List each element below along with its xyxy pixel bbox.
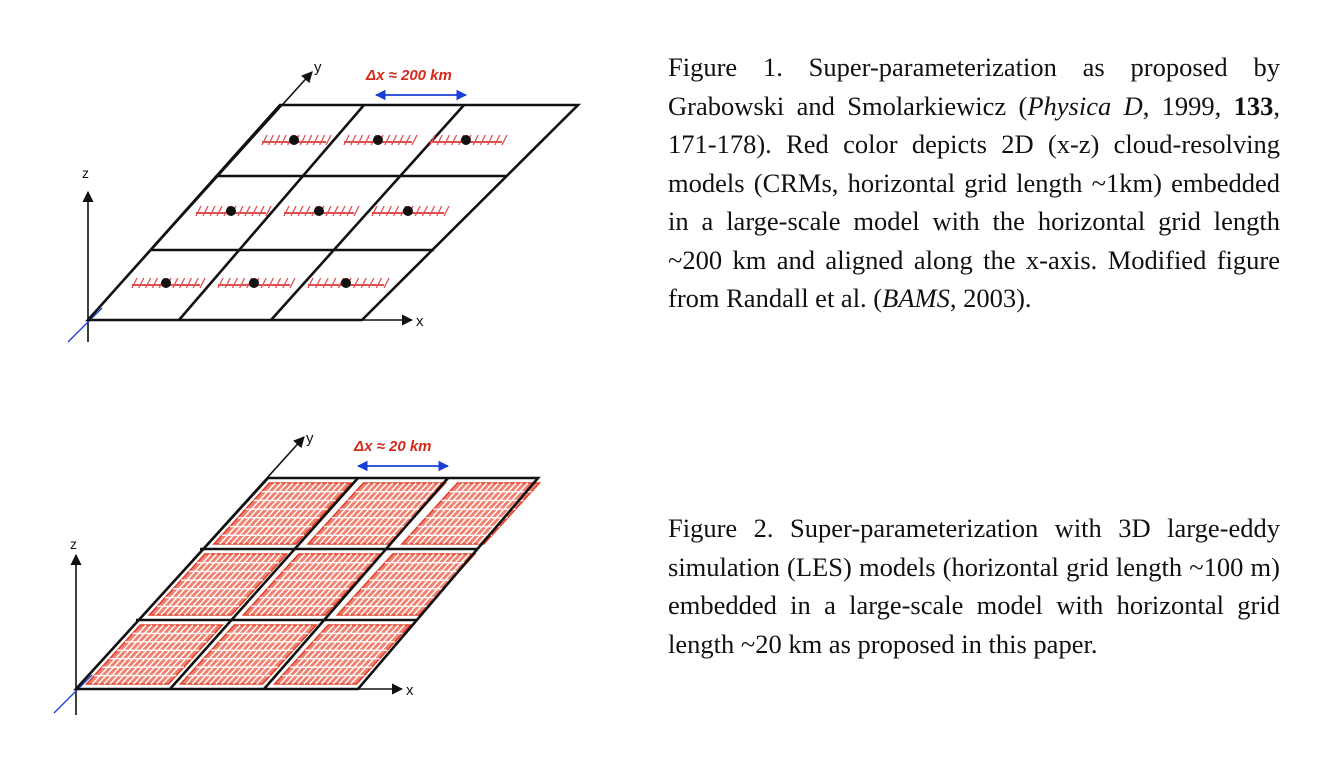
crm-model-2-0 (261, 134, 332, 146)
figure1-diagram: z x y Δx ≈ 200 km (67, 59, 582, 343)
grid-point (461, 135, 471, 145)
grid-point (403, 206, 413, 216)
les-grids (84, 482, 542, 685)
grid-point (249, 278, 259, 288)
les-model-1-2 (335, 553, 477, 616)
caption1-text-b: , 1999, (1142, 90, 1234, 121)
dx-label: Δx ≈ 20 km (353, 438, 432, 455)
grid-point (314, 206, 324, 216)
y-axis-label: y (314, 59, 322, 76)
x-axis-label: x (416, 313, 424, 330)
les-model-2-0 (212, 482, 354, 545)
les-model-0-0 (84, 624, 224, 685)
crm-model-2-1 (343, 134, 418, 146)
z-axis-label: z (70, 536, 77, 552)
crm-model-0-1 (217, 277, 296, 289)
les-model-0-1 (178, 624, 318, 685)
les-model-2-2 (400, 482, 542, 545)
caption1-text-c: , 171-178). Red color depicts 2D (x-z) c… (668, 90, 1281, 314)
grid-point (341, 278, 351, 288)
figure2-diagram: z x y Δx ≈ 20 km (53, 430, 542, 715)
y-axis-label: y (306, 430, 314, 447)
crm-model-0-2 (307, 277, 390, 289)
les-model-1-0 (147, 553, 289, 616)
crm-model-1-0 (195, 205, 272, 217)
grid-point (373, 135, 383, 145)
les-model-0-2 (272, 624, 412, 685)
crm-model-1-2 (371, 205, 450, 217)
x-axis-label: x (406, 682, 414, 699)
caption1-text-a: Figure 1. Super-parameterization as prop… (668, 52, 1280, 121)
figure1-caption: Figure 1. Super-parameterization as prop… (668, 48, 1280, 318)
crm-model-1-1 (283, 205, 360, 217)
origin-tick (53, 674, 93, 714)
origin-tick (67, 307, 103, 343)
large-scale-grid (73, 476, 541, 691)
crm-segments (131, 134, 508, 289)
grid-point (289, 135, 299, 145)
dx-label: Δx ≈ 200 km (365, 67, 452, 84)
figure2-caption: Figure 2. Super-parameterization with 3D… (668, 513, 1280, 659)
les-model-2-1 (306, 482, 448, 545)
caption1-journal: Physica D (1027, 90, 1143, 121)
z-axis-label: z (82, 165, 89, 181)
caption1-text-d: , 2003). (949, 283, 1032, 313)
axes: z x y (67, 59, 424, 343)
caption1-journal2: BAMS (882, 283, 950, 313)
grid-point (161, 278, 171, 288)
crm-model-2-2 (429, 134, 508, 146)
caption1-volume: 133 (1233, 90, 1274, 121)
grid-point (226, 206, 236, 216)
les-model-1-1 (241, 553, 383, 616)
crm-model-0-0 (131, 277, 206, 289)
large-scale-grid (85, 103, 582, 322)
